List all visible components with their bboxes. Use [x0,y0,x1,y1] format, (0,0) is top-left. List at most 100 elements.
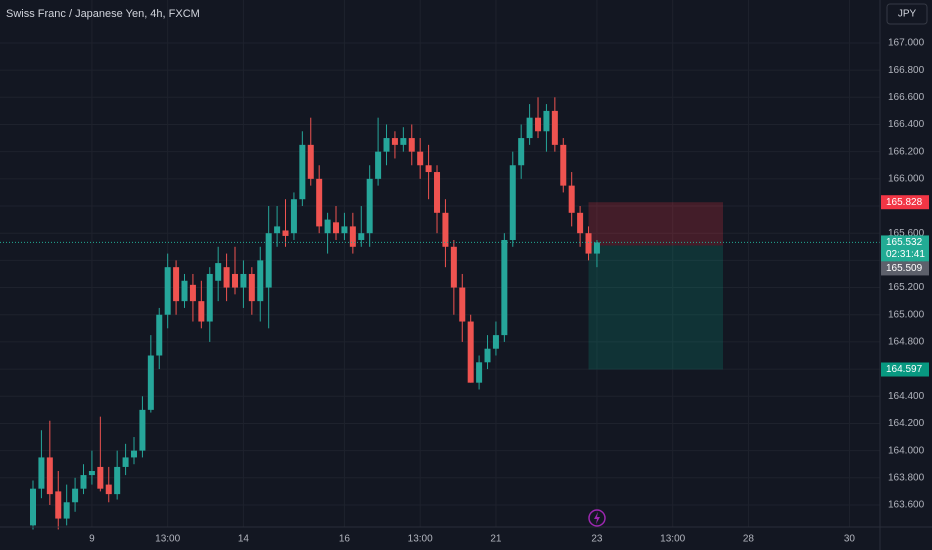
candle-body [383,138,390,152]
currency-button[interactable] [886,3,928,25]
y-tick-label: 166.800 [888,65,925,76]
x-tick-label: 16 [339,534,351,545]
candle-body [257,260,264,302]
candle-body [543,110,550,132]
candle-body [425,165,432,173]
countdown: 02:31:41 [886,249,925,260]
candle-body [434,172,441,213]
x-tick-label: 23 [591,534,603,545]
candle-body [80,475,87,489]
candle-body [568,185,575,213]
candle-body [577,212,584,234]
candle-body [63,502,70,519]
candle-body [173,267,180,302]
candle-body [484,348,491,363]
candle-body [459,287,466,322]
x-tick-label: 13:00 [408,534,433,545]
candle-body [391,138,398,145]
candle-body [265,233,272,288]
y-tick-label: 164.200 [888,418,925,429]
candle-body [223,267,230,288]
candle-body [189,284,196,302]
candle-body [400,138,407,145]
candle-body [585,233,592,254]
x-tick-label: 13:00 [155,534,180,545]
axes: 163.600163.800164.000164.200164.400164.6… [89,38,929,545]
candle-body [417,151,424,166]
candle-body [316,178,323,227]
x-tick-label: 14 [238,534,250,545]
x-tick-label: 30 [844,534,856,545]
candle-body [442,212,449,247]
candle-body [147,355,154,410]
price-label: 164.597 [886,364,923,375]
y-tick-label: 163.800 [888,472,925,483]
price-label-bg [881,195,929,210]
y-tick-label: 163.600 [888,500,925,511]
candle-body [492,335,499,349]
y-tick-label: 166.600 [888,92,925,103]
currency-label[interactable]: JPY [898,9,917,20]
x-tick-label: 28 [743,534,755,545]
candle-body [333,222,340,234]
candle-body [560,144,567,186]
y-tick-label: 166.000 [888,173,925,184]
candle-body [282,230,289,236]
target-zone [588,245,723,370]
candle-body [535,117,542,132]
candle-body [156,314,163,356]
candle-body [240,273,247,288]
y-tick-label: 164.000 [888,445,925,456]
candle-body [38,457,45,489]
candle-body [467,321,474,383]
stop-zone [588,202,723,246]
candle-body [114,466,121,495]
event-icon[interactable] [588,509,606,527]
candle-body [341,226,348,234]
x-tick-label: 13:00 [660,534,685,545]
candle-body [324,219,331,234]
candle-body [299,144,306,200]
lightning [594,512,600,524]
candle-body [290,199,297,234]
candle-body [72,488,79,503]
candle-body [181,280,188,302]
price-label: 165.828 [886,197,923,208]
candle-body [349,226,356,247]
candle-body [501,239,508,336]
x-tick-label: 21 [490,534,502,545]
y-tick-label: 165.200 [888,282,925,293]
candle-body [551,110,558,145]
candle-body [105,484,112,495]
y-tick-label: 166.400 [888,119,925,130]
y-tick-label: 166.200 [888,146,925,157]
x-tick-label: 9 [89,534,95,545]
candle-body [366,178,373,234]
candle-body [526,117,533,139]
candle-body [450,246,457,288]
candle-body [232,273,239,288]
y-tick-label: 164.400 [888,391,925,402]
candle-body [164,267,171,315]
candle-body [206,273,213,322]
candle-body [593,242,600,254]
candle-body [46,457,53,495]
price-label: 165.509 [886,263,923,274]
chart-title: Swiss Franc / Japanese Yen, 4h, FXCM [6,8,200,20]
candle-body [97,466,104,489]
candle-body [509,165,516,240]
candle-body [215,263,222,281]
price-label: 165.532 [886,237,923,248]
candle-body [307,144,314,179]
candle-body [248,273,255,302]
price-label-bg [881,261,929,276]
y-tick-label: 165.000 [888,309,925,320]
y-tick-label: 167.000 [888,38,925,49]
plot [0,97,880,530]
candle-body [131,450,138,458]
candle-body [88,471,95,476]
candle-body [375,151,382,179]
candle-body [198,301,205,322]
